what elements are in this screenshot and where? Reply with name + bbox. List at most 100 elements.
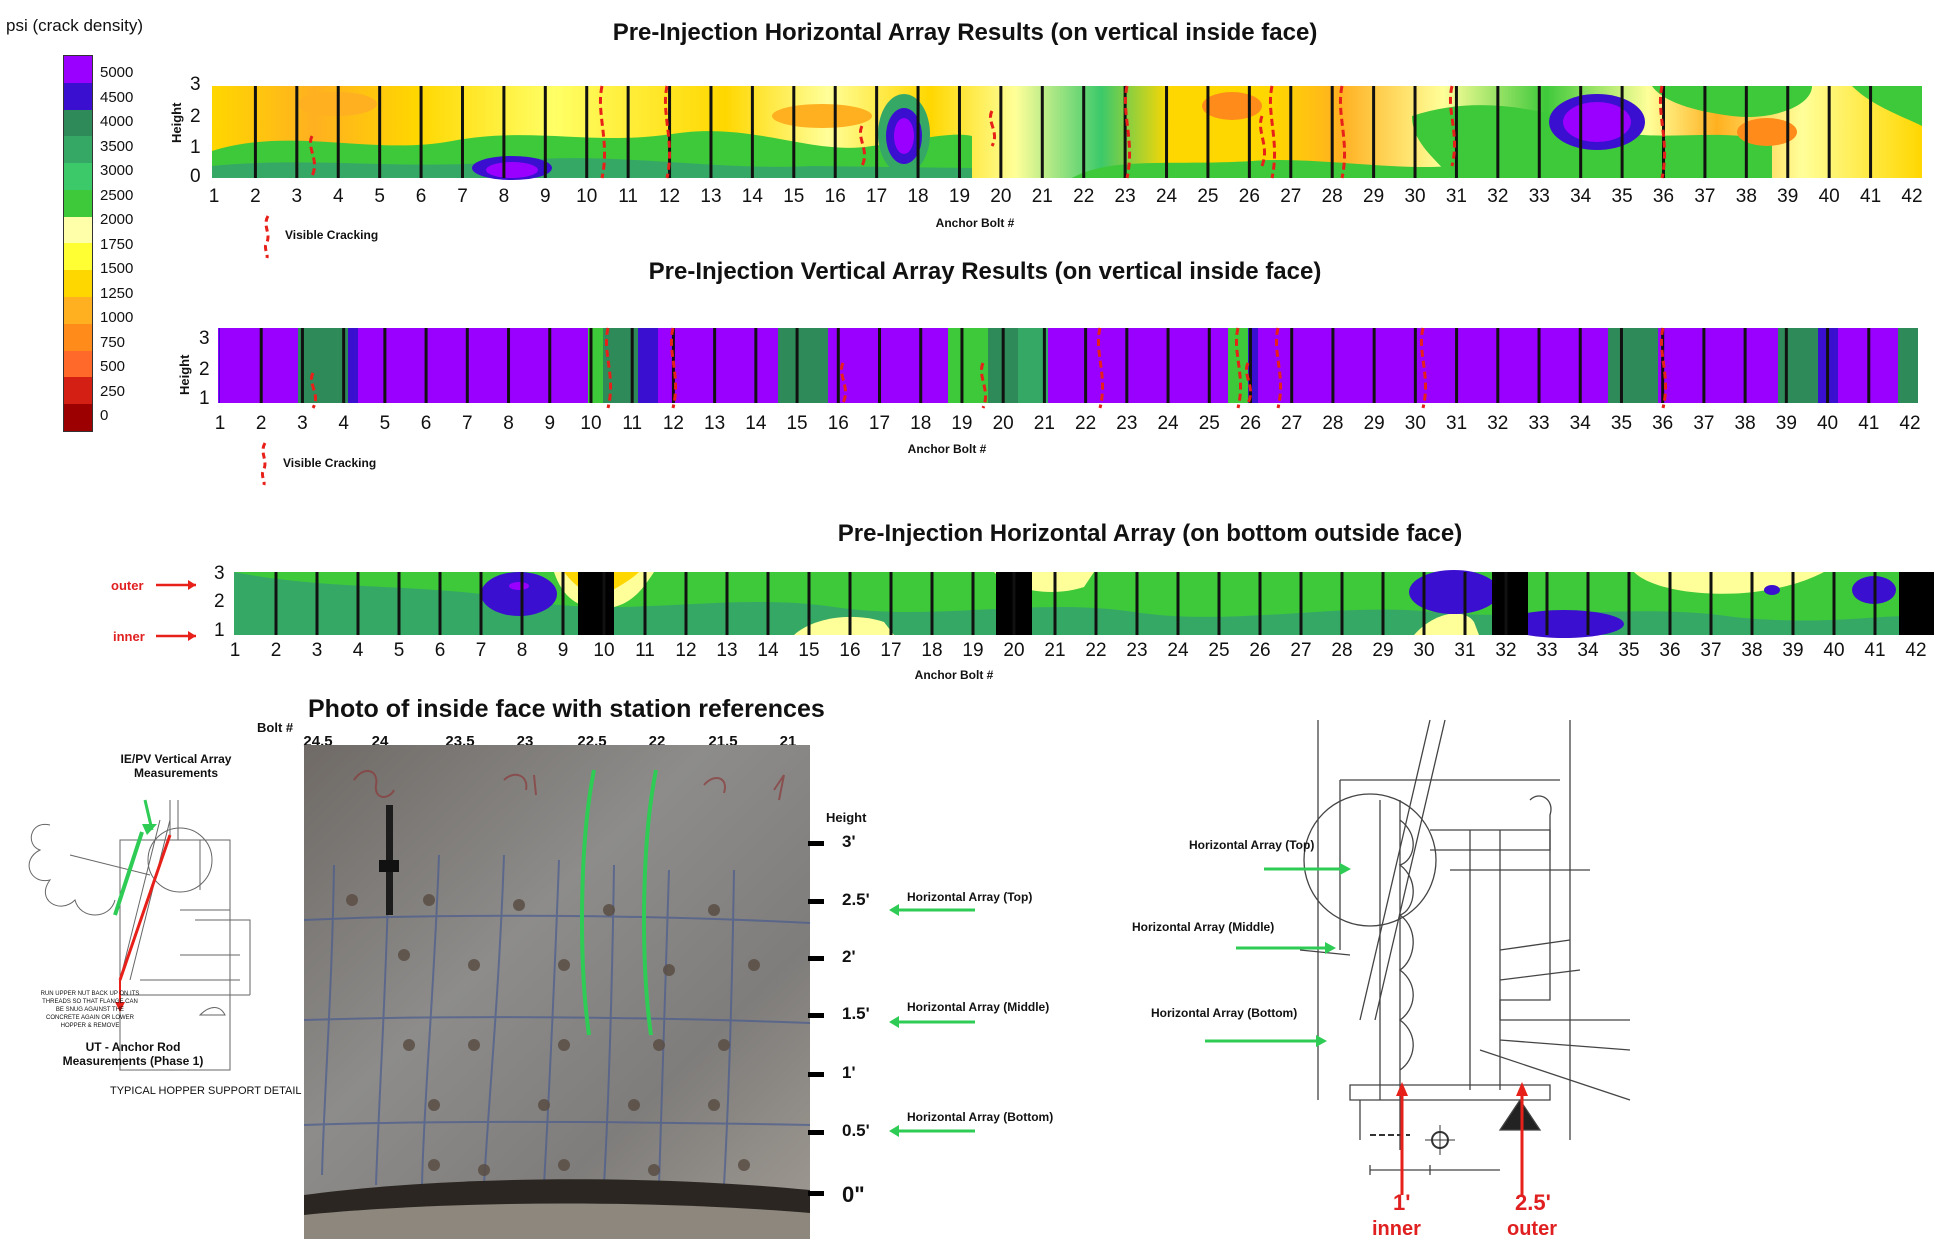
x-tick-label: 38 bbox=[1735, 186, 1757, 207]
x-tick-label: 2 bbox=[270, 640, 282, 661]
x-tick-label: 14 bbox=[741, 186, 763, 207]
outer-red-arrow bbox=[1516, 1082, 1528, 1195]
inner-text: inner bbox=[1372, 1218, 1421, 1240]
height-label: Height bbox=[826, 810, 867, 825]
panel1-ytick-2: 2 bbox=[190, 106, 201, 127]
x-tick-label: 30 bbox=[1413, 640, 1435, 661]
legend-swatch bbox=[64, 216, 92, 244]
legend-swatch bbox=[64, 323, 92, 351]
vertical-array-band bbox=[1258, 328, 1608, 403]
panel2-ylabel: Height bbox=[177, 354, 192, 395]
legend-swatch bbox=[64, 56, 92, 83]
height-value: 2' bbox=[842, 947, 856, 966]
x-tick-label: 35 bbox=[1610, 413, 1633, 434]
legend-swatch bbox=[64, 189, 92, 217]
x-tick-label: 17 bbox=[868, 413, 891, 434]
x-tick-label: 40 bbox=[1816, 413, 1839, 434]
outer-label: outer bbox=[111, 578, 144, 593]
panel2-band-plot bbox=[218, 327, 1918, 409]
visible-crack-marker bbox=[1245, 362, 1253, 404]
x-tick-label: 19 bbox=[948, 186, 971, 207]
legend-label: 3000 bbox=[100, 162, 134, 179]
x-tick-label: 20 bbox=[1003, 640, 1025, 661]
inner-red-arrow bbox=[1396, 1082, 1408, 1195]
x-tick-label: 31 bbox=[1445, 186, 1468, 207]
legend-label: 2000 bbox=[100, 211, 134, 228]
x-tick-label: 22 bbox=[1073, 186, 1095, 207]
vertical-array-band bbox=[658, 328, 778, 403]
vertical-array-band bbox=[358, 328, 588, 403]
visible-crack-marker bbox=[1419, 327, 1427, 409]
x-tick-label: 12 bbox=[662, 413, 684, 434]
legend-swatch bbox=[64, 243, 92, 271]
vertical-array-band bbox=[1658, 328, 1778, 403]
legend-label: 0 bbox=[100, 407, 109, 424]
panel1-ytick-1: 1 bbox=[190, 137, 201, 158]
x-tick-label: 30 bbox=[1404, 186, 1426, 207]
visible-crack-marker bbox=[604, 327, 612, 409]
height-value: 0.5' bbox=[842, 1121, 870, 1140]
x-tick-label: 3 bbox=[297, 413, 308, 434]
x-tick-label: 31 bbox=[1446, 413, 1468, 434]
panel1-ytick-3: 3 bbox=[190, 74, 201, 95]
x-tick-label: 12 bbox=[658, 186, 681, 207]
x-tick-label: 23 bbox=[1114, 186, 1136, 207]
x-tick-label: 7 bbox=[462, 413, 473, 434]
outer-inner-arrows bbox=[156, 580, 196, 641]
color-legend bbox=[63, 55, 93, 432]
vertical-array-band bbox=[828, 328, 948, 403]
x-tick-label: 19 bbox=[962, 640, 984, 661]
x-tick-label: 33 bbox=[1528, 186, 1550, 207]
legend-label: 1250 bbox=[100, 284, 134, 302]
array-middle-label: Horizontal Array (Middle) bbox=[907, 1000, 1050, 1014]
panel3-xlabel: Anchor Bolt # bbox=[914, 668, 994, 682]
x-tick-label: 18 bbox=[907, 186, 929, 207]
legend-swatch bbox=[64, 350, 92, 378]
visible-crack-marker bbox=[310, 372, 318, 409]
x-tick-label: 36 bbox=[1659, 640, 1681, 661]
x-tick-label: 42 bbox=[1901, 186, 1923, 207]
panel1-contour-plot bbox=[212, 85, 1922, 180]
x-tick-label: 8 bbox=[503, 413, 514, 434]
x-tick-label: 40 bbox=[1818, 186, 1840, 207]
height-tick bbox=[808, 1013, 824, 1018]
x-tick-label: 33 bbox=[1528, 413, 1550, 434]
x-tick-label: 15 bbox=[783, 186, 805, 207]
vertical-array-band bbox=[298, 328, 348, 403]
x-tick-label: 18 bbox=[921, 640, 943, 661]
legend-label: 750 bbox=[100, 333, 126, 351]
panel1-xlabel: Anchor Bolt # bbox=[935, 216, 1015, 230]
x-tick-label: 13 bbox=[700, 186, 722, 207]
x-tick-label: 30 bbox=[1404, 413, 1426, 434]
visible-crack-marker bbox=[1338, 85, 1346, 179]
x-tick-label: 22 bbox=[1075, 413, 1097, 434]
inside-face-photo bbox=[303, 745, 811, 1239]
legend-label: 3500 bbox=[100, 137, 134, 155]
vertical-array-band bbox=[1608, 328, 1658, 403]
x-tick-label: 16 bbox=[824, 186, 846, 207]
x-tick-label: 35 bbox=[1611, 186, 1633, 207]
x-tick-label: 6 bbox=[434, 640, 446, 661]
x-tick-label: 19 bbox=[951, 413, 973, 434]
x-tick-label: 21 bbox=[1044, 640, 1066, 661]
x-tick-label: 11 bbox=[635, 640, 655, 661]
right-green-arrow-bottom bbox=[1205, 1035, 1327, 1047]
height-value: 2.5' bbox=[842, 890, 870, 909]
x-tick-label: 32 bbox=[1487, 186, 1509, 207]
x-tick-label: 37 bbox=[1694, 186, 1716, 207]
visible-crack-marker bbox=[1659, 327, 1667, 409]
x-tick-label: 14 bbox=[745, 413, 767, 434]
legend-label: 1000 bbox=[100, 309, 134, 326]
ie-pv-label: IE/PV Vertical Array Measurements bbox=[120, 752, 232, 780]
x-tick-label: 28 bbox=[1331, 640, 1353, 661]
visible-crack-marker bbox=[1234, 327, 1242, 409]
x-tick-label: 11 bbox=[622, 413, 643, 434]
visible-crack-marker bbox=[1658, 85, 1666, 179]
x-tick-label: 25 bbox=[1197, 186, 1219, 207]
x-tick-label: 6 bbox=[420, 413, 432, 434]
x-tick-label: 16 bbox=[827, 413, 849, 434]
visible-crack-marker bbox=[989, 110, 997, 147]
x-tick-label: 27 bbox=[1281, 413, 1303, 434]
hopper-support-detail-drawing bbox=[28, 799, 251, 1071]
visible-crack-marker bbox=[309, 135, 317, 177]
